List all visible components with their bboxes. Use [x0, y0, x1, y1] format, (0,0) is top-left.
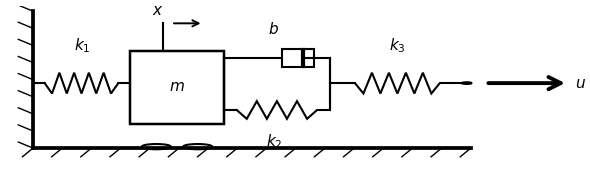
Text: $m$: $m$	[169, 79, 185, 94]
Text: $k_3$: $k_3$	[389, 37, 406, 55]
Bar	[282, 49, 314, 67]
Bar	[130, 51, 224, 124]
Text: $k_1$: $k_1$	[74, 37, 90, 55]
Text: $b$: $b$	[268, 21, 280, 37]
Text: $x$: $x$	[152, 3, 164, 18]
Text: $u$: $u$	[575, 76, 586, 91]
Text: $k_2$: $k_2$	[266, 132, 282, 150]
